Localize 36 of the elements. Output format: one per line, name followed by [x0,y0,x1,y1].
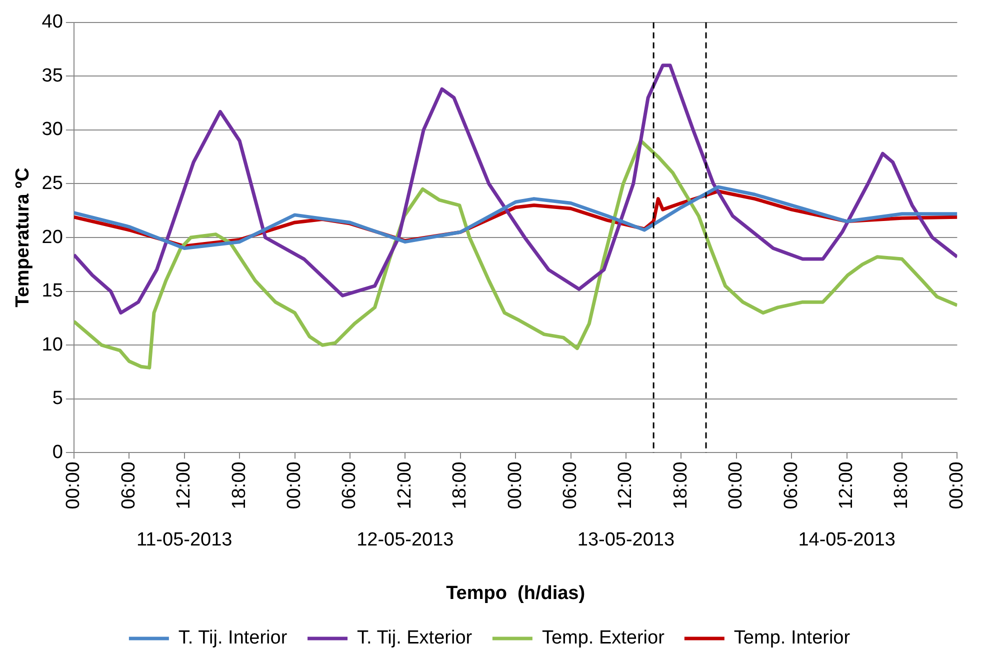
text: 14-05-2013 [798,529,896,550]
x-tick-label: 18:00 [450,462,471,510]
y-tick-label: 40 [42,12,63,33]
x-tick-label: 00:00 [284,462,305,510]
x-tick-label: 06:00 [780,462,802,510]
x-tick-label: 00:00 [504,462,526,510]
x-tick-label: 06:00 [339,462,360,510]
x-tick-label: 00:00 [63,462,84,510]
x-tick-label: 12:00 [836,462,858,510]
y-tick-label: 30 [42,119,63,140]
y-tick-label: 10 [42,334,63,356]
x-tick-label: 12:00 [174,462,195,510]
x-tick-label: 00:00 [726,462,747,510]
x-tick-label: 12:00 [394,462,416,510]
y-tick-label: 15 [42,280,63,302]
text: 11-05-2013 [136,529,232,550]
legend-label: Temp. Interior [734,628,851,649]
legend-label: Temp. Exterior [542,628,666,649]
text: 13-05-2013 [577,529,675,550]
x-tick-label: 18:00 [670,462,692,510]
y-tick-label: 0 [52,442,63,463]
legend-label: T. Tij. Exterior [357,628,473,649]
x-tick-label: 18:00 [891,462,912,510]
legend-label: T. Tij. Interior [178,628,288,649]
x-axis-title: Tempo (h/dias) [446,582,586,604]
y-tick-label: 20 [42,226,63,248]
x-tick-label: 06:00 [118,462,140,510]
y-tick-label: 25 [42,172,63,194]
y-tick-label: 35 [42,65,63,86]
y-tick-label: 5 [52,388,63,410]
text: 12-05-2013 [356,529,454,550]
x-tick-label: 12:00 [615,462,636,510]
x-tick-label: 06:00 [560,462,582,510]
x-tick-label: 18:00 [228,462,250,510]
y-axis-title: Temperatura ºC [12,167,34,308]
x-tick-label: 00:00 [946,462,968,510]
